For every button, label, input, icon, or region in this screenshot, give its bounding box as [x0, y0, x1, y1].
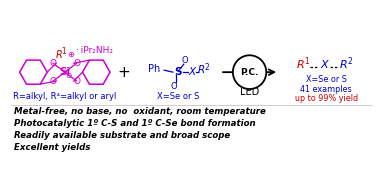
Circle shape: [233, 55, 266, 89]
Text: · iPr₂NH₂: · iPr₂NH₂: [76, 46, 113, 55]
Text: P.C.: P.C.: [240, 68, 259, 77]
Text: R: R: [56, 50, 62, 60]
Text: R=alkyl, R⁴=alkyl or aryl: R=alkyl, R⁴=alkyl or aryl: [13, 93, 116, 102]
Text: up to 99% yield: up to 99% yield: [294, 94, 358, 103]
Text: X: X: [188, 67, 195, 77]
Text: +: +: [118, 65, 130, 80]
Text: Metal-free, no base, no  oxidant, room temperature: Metal-free, no base, no oxidant, room te…: [14, 107, 266, 116]
Text: ⊖: ⊖: [65, 71, 72, 80]
Text: R: R: [198, 65, 205, 75]
Text: O: O: [170, 82, 177, 91]
Text: O: O: [50, 77, 57, 86]
Text: 1: 1: [304, 57, 309, 66]
Text: S: S: [174, 67, 181, 77]
Text: 2: 2: [347, 57, 352, 66]
Text: Readily available substrate and broad scope: Readily available substrate and broad sc…: [14, 131, 230, 140]
Text: O: O: [73, 59, 80, 68]
Text: X=Se or S: X=Se or S: [156, 93, 199, 102]
Text: R: R: [297, 60, 305, 70]
Text: X=Se or S: X=Se or S: [306, 75, 347, 84]
Text: Ph: Ph: [148, 64, 160, 74]
Text: X: X: [321, 60, 328, 70]
Text: O: O: [73, 77, 80, 86]
Text: Photocatalytic 1º C-S and 1º C-Se bond formation: Photocatalytic 1º C-S and 1º C-Se bond f…: [14, 119, 256, 128]
Text: O: O: [50, 59, 57, 68]
Text: O: O: [181, 56, 188, 65]
Text: Si: Si: [59, 67, 70, 77]
Text: Excellent yields: Excellent yields: [14, 143, 90, 152]
Text: 2: 2: [205, 63, 210, 72]
Text: 1: 1: [62, 47, 66, 56]
Text: LED: LED: [240, 87, 259, 97]
Text: R: R: [340, 60, 348, 70]
Text: ⊕: ⊕: [67, 50, 74, 59]
Text: 41 examples: 41 examples: [301, 85, 352, 94]
